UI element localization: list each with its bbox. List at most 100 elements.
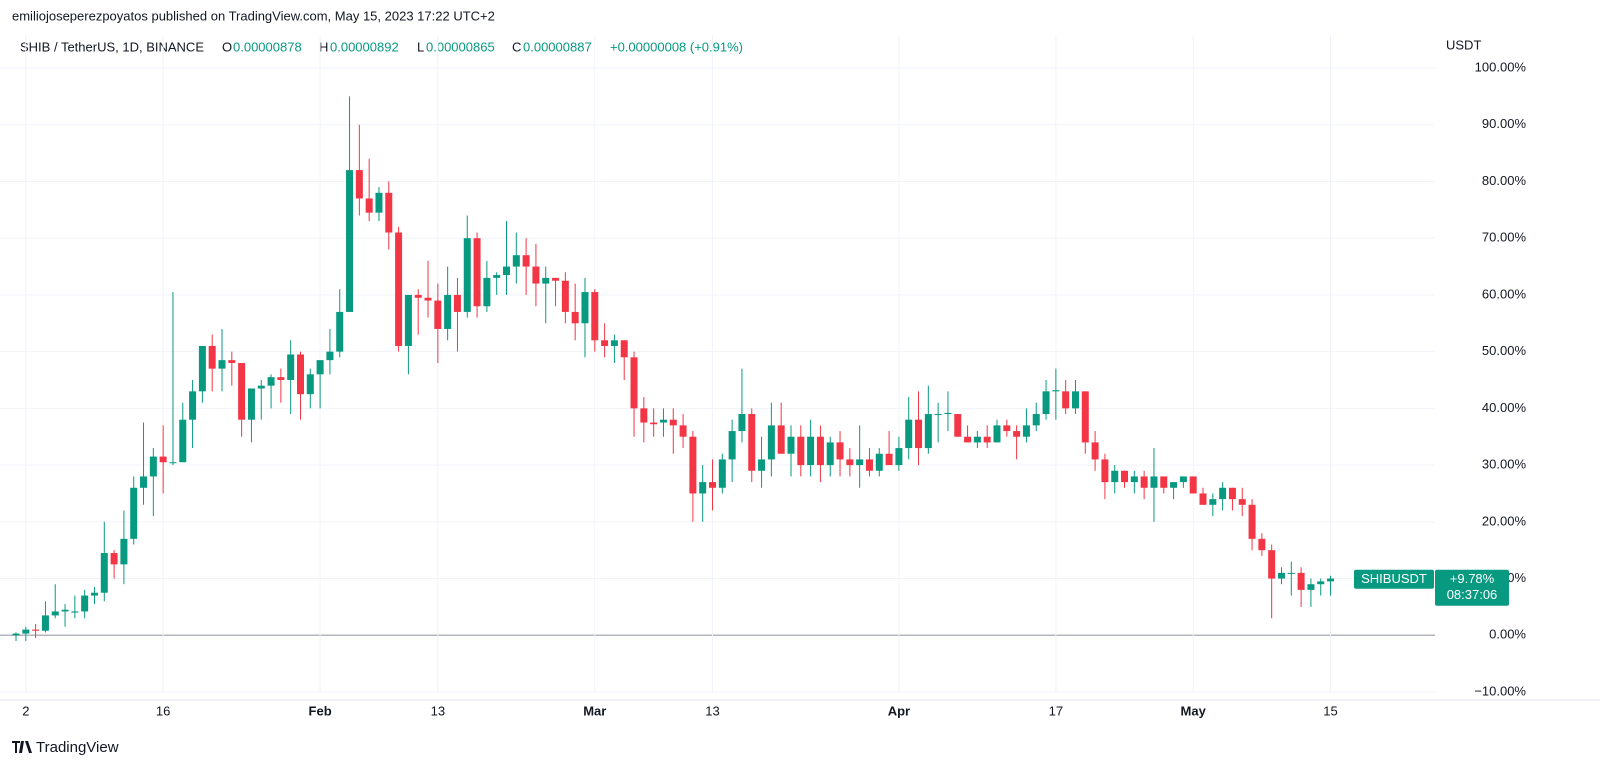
y-tick-label: 60.00% [1482,286,1527,301]
candle-body [944,412,952,415]
brand-logo [12,741,32,753]
candle-body [1268,550,1276,579]
candle-body [149,456,157,477]
candle-body [169,462,177,464]
candle-body [1258,538,1266,551]
y-tick-label: 50.00% [1482,343,1527,358]
open-value: 0.00000878 [233,39,302,54]
x-tick-label: 16 [156,703,170,718]
candle-body [581,292,589,324]
candle-body [424,297,432,301]
candle-body [1317,581,1325,585]
x-tick-label: 2 [22,703,29,718]
y-tick-label: 80.00% [1482,173,1527,188]
candle-body [1032,414,1040,426]
candle-body [738,414,746,432]
candle-body [1297,572,1305,590]
candle-body [954,414,962,437]
candle-body [444,294,452,329]
candle-body [1160,476,1168,488]
candle-body [542,277,550,284]
x-tick-label: 15 [1323,703,1337,718]
x-tick-label: 17 [1049,703,1063,718]
y-tick-label: 90.00% [1482,116,1527,131]
candle-body [1277,572,1285,579]
candle-body [1179,476,1187,483]
candle-body [81,595,89,612]
x-tick-label: Mar [583,703,606,718]
x-tick-label: 13 [431,703,445,718]
candle-body [758,459,766,471]
y-tick-label: 40.00% [1482,400,1527,415]
candle-body [218,360,226,369]
candle-body [669,419,677,426]
candle-body [983,436,991,443]
candle-body [875,453,883,471]
candle-body [385,192,393,233]
candle-body [395,232,403,346]
candle-body [1219,487,1227,500]
candle-body [22,629,30,634]
candle-body [601,340,609,346]
x-tick-label: Feb [309,703,332,718]
candle-body [748,414,756,471]
close-value: 0.00000887 [523,39,592,54]
candle-body [1071,391,1079,409]
candle-body [41,615,49,631]
candle-body [640,408,648,423]
candle-body [934,414,942,416]
candle-body [453,294,461,312]
candle-body [247,388,255,420]
candle-body [1052,390,1060,392]
x-tick-label: 13 [705,703,719,718]
candle-body [620,340,628,358]
candle-body [1042,391,1050,415]
candle-body [159,456,167,463]
candle-body [856,459,864,466]
candle-body [493,275,501,278]
candle-body [326,351,334,361]
candle-body [846,459,854,466]
candle-body [699,482,707,494]
candle-body [630,357,638,409]
candle-body [885,453,893,466]
candle-body [1199,493,1207,505]
y-tick-label: 30.00% [1482,457,1527,472]
candle-body [1003,425,1011,432]
candle-body [964,436,972,443]
candle-body [679,425,687,437]
candle-body [512,255,520,267]
candle-body [414,294,422,298]
price-tag [1435,569,1509,606]
candle-body [1130,476,1138,483]
candle-body [1022,425,1030,437]
low-label: L [417,39,424,54]
candle-body [110,553,118,565]
x-tick-label: May [1181,703,1207,718]
low-value: 0.00000865 [426,39,495,54]
candle-body [1013,431,1021,437]
symbol-tag [1354,569,1434,589]
candle-body [865,459,873,471]
open-label: O [222,39,232,54]
candle-body [816,436,824,466]
candle-body [355,170,363,199]
candle-body [140,476,148,488]
candle-body [1209,499,1217,505]
y-tick-label: 0.00% [1489,627,1526,642]
candle-body [336,311,344,352]
candle-body [552,277,560,281]
candle-body [1228,487,1236,500]
close-label: C [512,39,521,54]
candle-body [296,354,304,395]
candle-body [365,198,373,213]
candle-body [571,311,579,324]
candle-body [915,419,923,449]
candle-body [198,345,206,392]
candle-body [473,238,481,307]
candle-body [238,362,246,420]
candle-body [90,592,98,596]
candle-body [591,292,599,341]
